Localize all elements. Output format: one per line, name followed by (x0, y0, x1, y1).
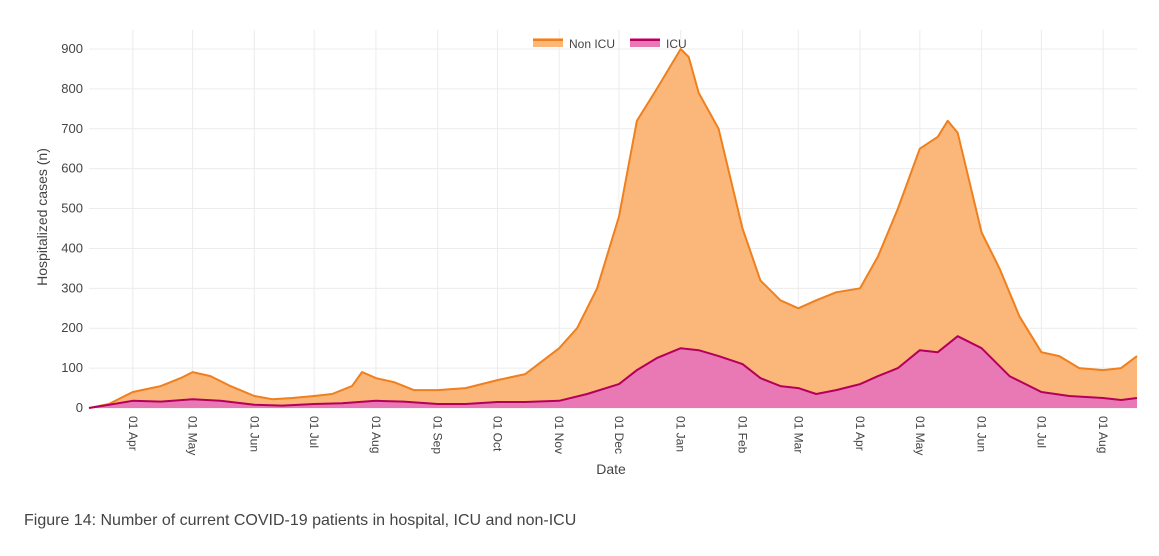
hospitalization-chart: 0 100 200 300 400 500 600 700 800 900 01 Apr 01 May… (34, 30, 1138, 477)
y-tick-label: 500 (61, 201, 83, 216)
x-tick-label: 01 Apr (126, 416, 140, 451)
legend-swatch-icu (630, 38, 660, 47)
axis-layer: 0 100 200 300 400 500 600 700 800 900 01 Apr 01 May… (61, 41, 1110, 455)
x-tick-label: 01 Jul (1034, 416, 1048, 448)
x-tick-label: 01 Oct (490, 416, 504, 452)
y-tick-label: 800 (61, 81, 83, 96)
legend-item-icu[interactable]: ICU (630, 37, 687, 51)
legend-item-non-icu[interactable]: Non ICU (533, 37, 615, 51)
x-tick-label: 01 Mar (791, 416, 805, 453)
y-tick-label: 100 (61, 360, 83, 375)
x-tick-label: 01 Dec (612, 416, 626, 454)
y-tick-label: 200 (61, 320, 83, 335)
y-tick-label: 400 (61, 240, 83, 255)
x-tick-label: 01 Jan (674, 416, 688, 452)
figure-caption: Figure 14: Number of current COVID-19 pa… (24, 512, 577, 529)
y-tick-label: 700 (61, 121, 83, 136)
x-tick-label: 01 Feb (736, 416, 750, 454)
x-tick-label: 01 Jul (307, 416, 321, 448)
x-tick-label: 01 May (913, 416, 927, 455)
y-tick-label: 900 (61, 41, 83, 56)
non-icu-line (88, 48, 1138, 409)
icu-area (89, 336, 1137, 408)
legend-swatch-non-icu (533, 38, 563, 47)
y-tick-label: 300 (61, 280, 83, 295)
x-tick-label: 01 Apr (853, 416, 867, 451)
area-layer (88, 48, 1138, 409)
legend-label-non-icu: Non ICU (569, 37, 615, 51)
legend: Non ICU ICU (533, 37, 687, 51)
x-tick-label: 01 Sep (431, 416, 445, 454)
x-tick-label: 01 Aug (1096, 416, 1110, 453)
x-tick-label: 01 Jun (975, 416, 989, 452)
x-tick-label: 01 Jun (247, 416, 261, 452)
y-tick-label: 600 (61, 161, 83, 176)
non-icu-area (89, 49, 1137, 408)
legend-label-icu: ICU (666, 37, 687, 51)
x-tick-label: 01 Aug (369, 416, 383, 453)
y-tick-label: 0 (76, 400, 83, 415)
x-tick-label: 01 May (186, 416, 200, 455)
x-tick-label: 01 Nov (552, 416, 566, 454)
y-axis-title: Hospitalized cases (n) (34, 148, 50, 286)
icu-line (88, 335, 1138, 409)
x-axis-title: Date (596, 461, 626, 477)
